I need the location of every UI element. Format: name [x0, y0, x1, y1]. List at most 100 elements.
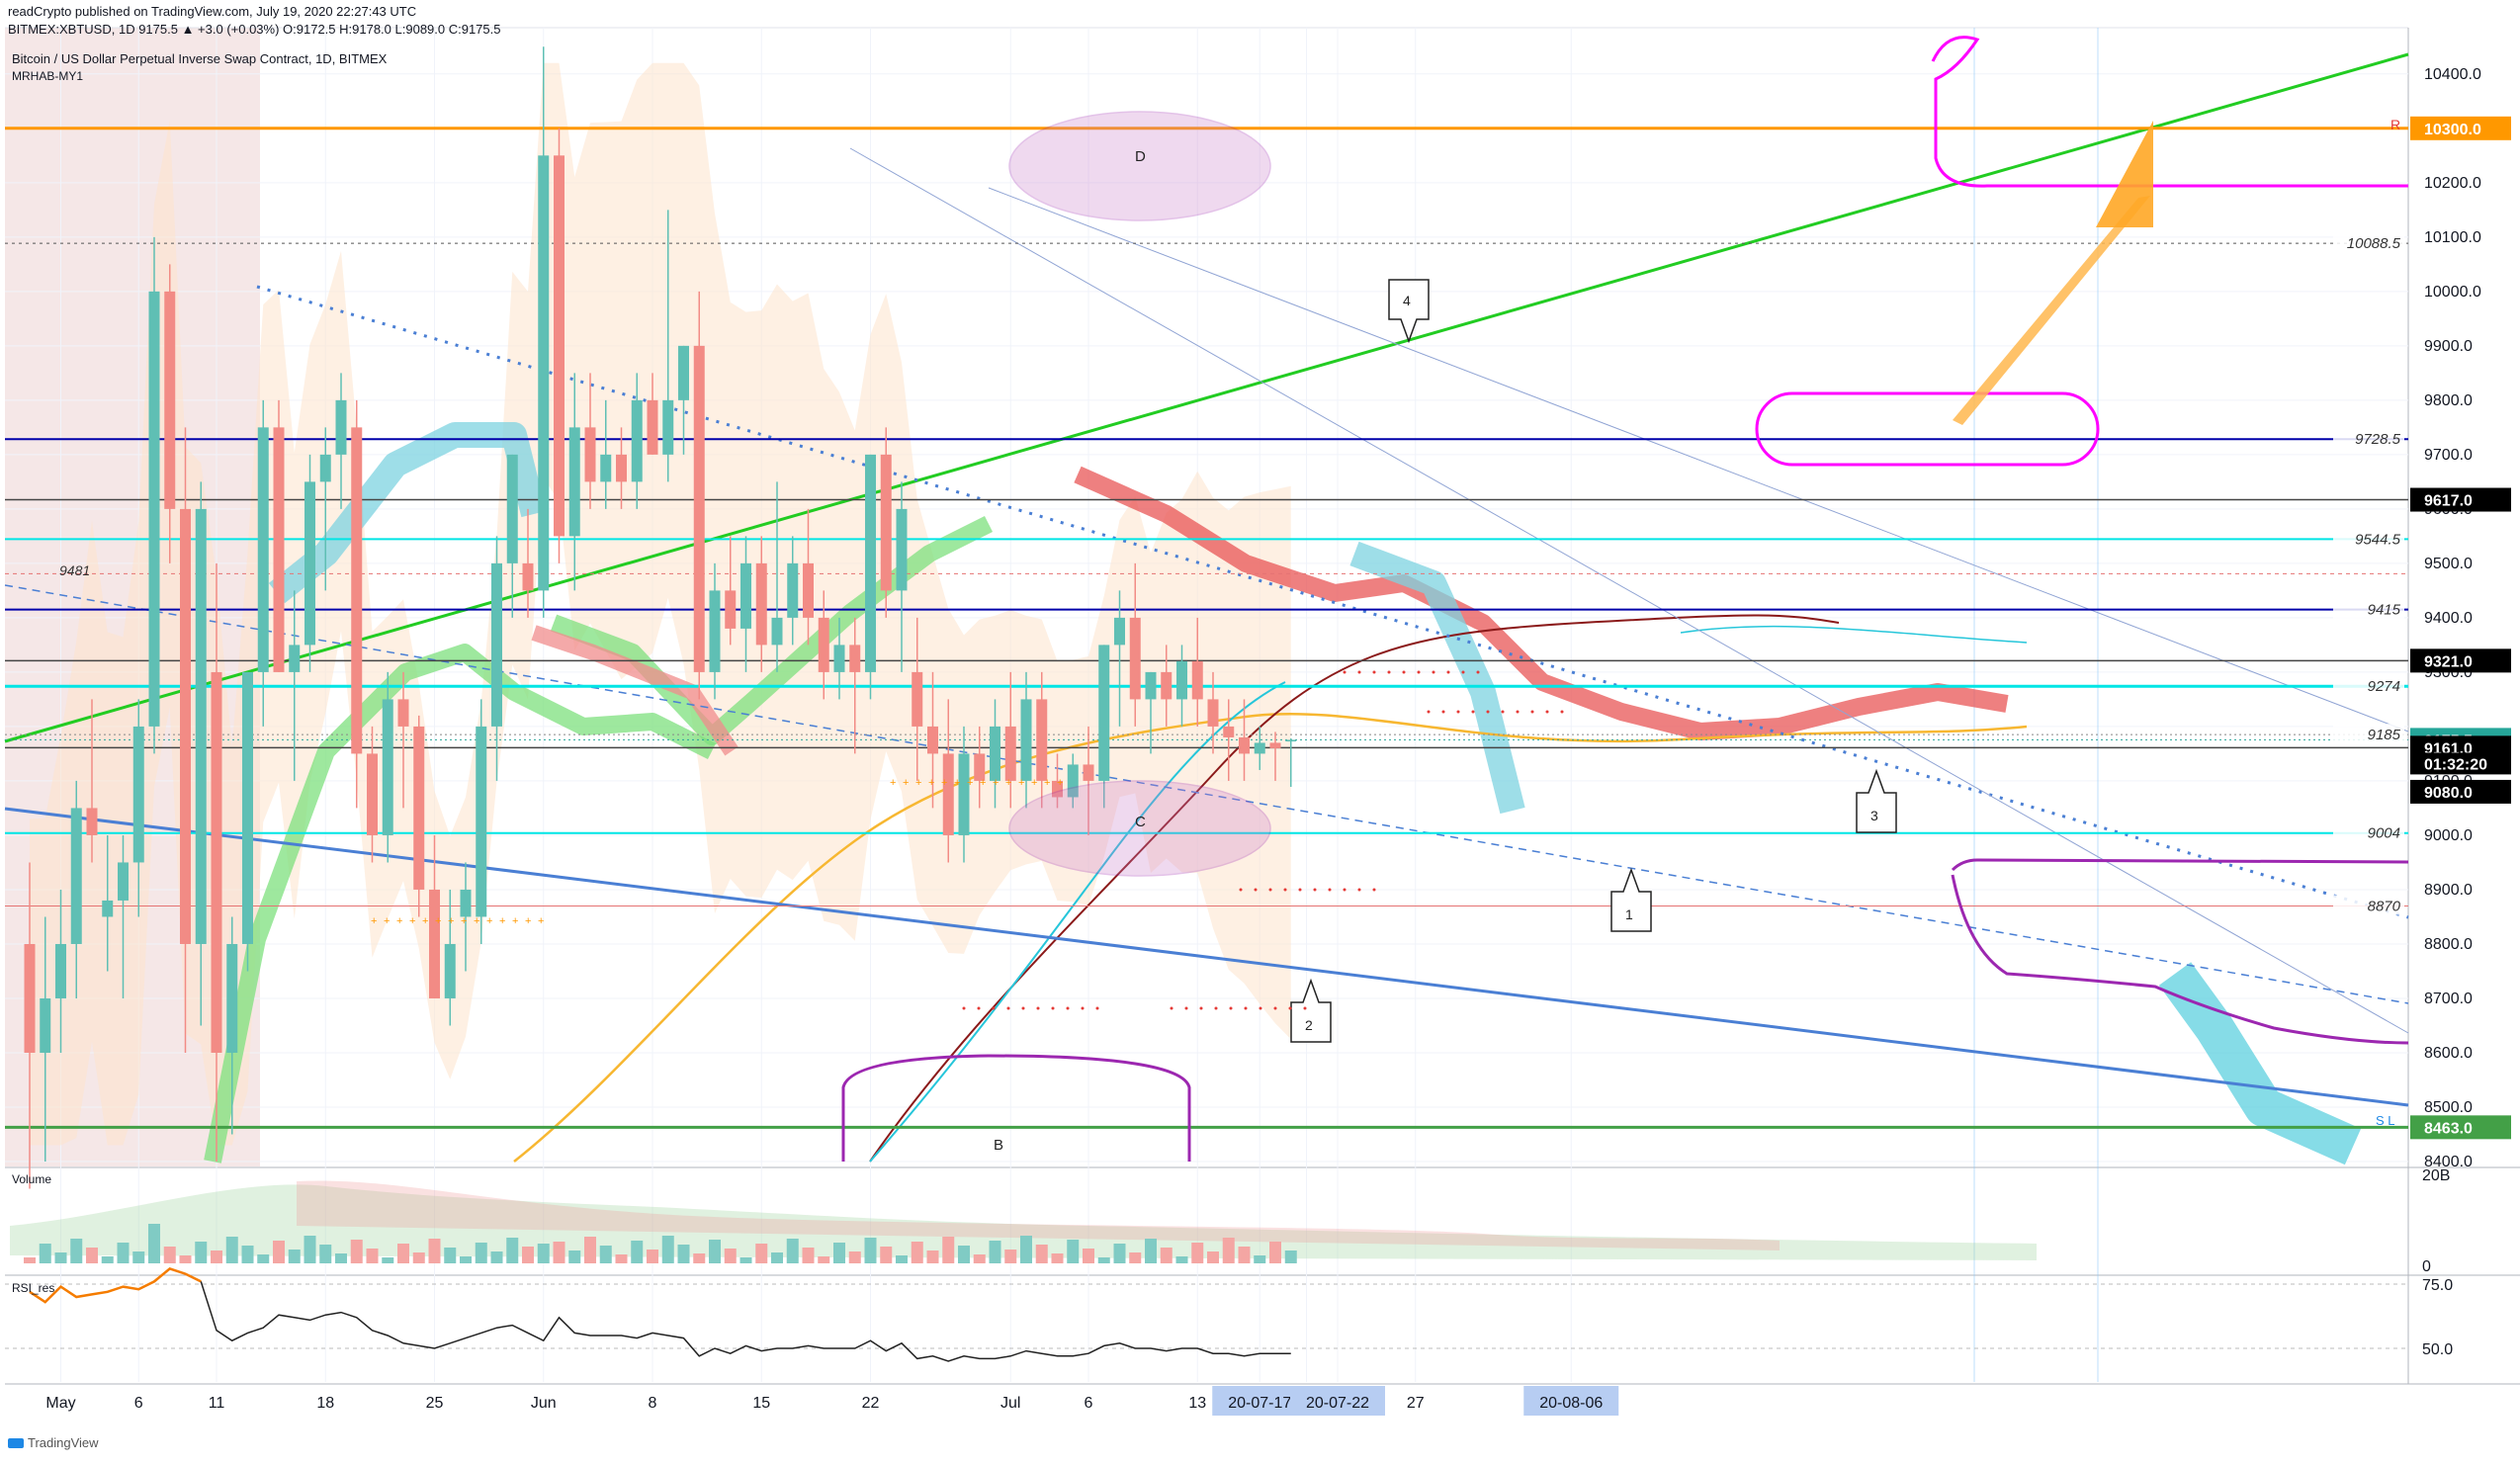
- volume-bar[interactable]: [350, 1240, 363, 1263]
- volume-bar[interactable]: [241, 1246, 254, 1263]
- volume-bar[interactable]: [537, 1244, 550, 1263]
- volume-bar[interactable]: [1004, 1250, 1017, 1263]
- candle-body[interactable]: [476, 726, 487, 917]
- candle-body[interactable]: [444, 943, 456, 998]
- volume-bar[interactable]: [848, 1251, 861, 1263]
- volume-bar[interactable]: [802, 1248, 815, 1263]
- volume-bar[interactable]: [428, 1239, 441, 1263]
- volume-bar[interactable]: [553, 1242, 565, 1263]
- volume-bar[interactable]: [24, 1257, 36, 1263]
- candle-body[interactable]: [304, 481, 315, 646]
- candle-body[interactable]: [180, 508, 191, 944]
- candle-body[interactable]: [55, 943, 66, 998]
- volume-bar[interactable]: [366, 1249, 379, 1263]
- volume-bar[interactable]: [1051, 1253, 1064, 1263]
- volume-bar[interactable]: [724, 1249, 737, 1263]
- candle-body[interactable]: [460, 889, 472, 917]
- volume-bar[interactable]: [304, 1236, 316, 1263]
- candle-body[interactable]: [942, 753, 954, 835]
- candle-body[interactable]: [226, 943, 238, 1053]
- volume-bar[interactable]: [677, 1245, 690, 1263]
- candle-body[interactable]: [912, 671, 923, 727]
- volume-bar[interactable]: [319, 1245, 332, 1263]
- candle-body[interactable]: [958, 753, 970, 835]
- candle-body[interactable]: [865, 454, 876, 672]
- volume-bar[interactable]: [1254, 1255, 1266, 1263]
- volume-bar[interactable]: [1191, 1243, 1204, 1263]
- candle-body[interactable]: [725, 590, 737, 629]
- volume-bar[interactable]: [273, 1241, 285, 1263]
- candle-body[interactable]: [662, 399, 674, 455]
- volume-bar[interactable]: [460, 1256, 472, 1263]
- volume-bar[interactable]: [132, 1251, 145, 1263]
- candle-body[interactable]: [896, 508, 908, 591]
- candle-body[interactable]: [367, 753, 378, 835]
- volume-bar[interactable]: [444, 1248, 457, 1263]
- volume-bar[interactable]: [1020, 1236, 1032, 1263]
- candle-body[interactable]: [818, 617, 829, 672]
- candle-body[interactable]: [1176, 660, 1187, 700]
- volume-bar[interactable]: [225, 1237, 238, 1263]
- candle-body[interactable]: [429, 889, 440, 998]
- candle-body[interactable]: [506, 454, 518, 563]
- candle-body[interactable]: [693, 345, 705, 672]
- candle-body[interactable]: [584, 427, 596, 482]
- candle-body[interactable]: [1223, 726, 1235, 737]
- candle-body[interactable]: [647, 399, 658, 455]
- candle-body[interactable]: [1098, 645, 1110, 781]
- volume-bar[interactable]: [647, 1250, 658, 1263]
- volume-bar[interactable]: [475, 1243, 487, 1263]
- volume-bar[interactable]: [599, 1246, 612, 1263]
- candle-body[interactable]: [491, 562, 502, 727]
- candle-body[interactable]: [102, 900, 114, 917]
- volume-bar[interactable]: [880, 1247, 893, 1263]
- candle-body[interactable]: [40, 997, 51, 1053]
- volume-bar[interactable]: [179, 1255, 192, 1263]
- candle-body[interactable]: [568, 427, 580, 537]
- candle-body[interactable]: [709, 590, 721, 672]
- volume-bar[interactable]: [86, 1248, 98, 1263]
- volume-bar[interactable]: [926, 1250, 939, 1263]
- candle-body[interactable]: [1145, 671, 1157, 700]
- volume-bar[interactable]: [1145, 1239, 1157, 1263]
- volume-bar[interactable]: [1175, 1256, 1188, 1263]
- volume-bar[interactable]: [1067, 1240, 1080, 1263]
- volume-bar[interactable]: [833, 1243, 845, 1263]
- volume-bar[interactable]: [412, 1252, 425, 1263]
- candle-body[interactable]: [990, 726, 1000, 781]
- volume-bar[interactable]: [211, 1250, 222, 1263]
- candle-body[interactable]: [1036, 699, 1048, 781]
- volume-bar[interactable]: [101, 1256, 114, 1263]
- candle-body[interactable]: [616, 454, 627, 482]
- volume-bar[interactable]: [39, 1244, 51, 1263]
- volume-bar[interactable]: [615, 1254, 628, 1263]
- candle-body[interactable]: [554, 155, 565, 537]
- volume-bar[interactable]: [506, 1238, 519, 1263]
- volume-bar[interactable]: [709, 1240, 721, 1263]
- candle-body[interactable]: [242, 671, 253, 944]
- candle-body[interactable]: [1083, 764, 1094, 781]
- volume-bar[interactable]: [958, 1246, 970, 1263]
- volume-bar[interactable]: [382, 1257, 394, 1263]
- volume-bar[interactable]: [257, 1254, 270, 1263]
- volume-bar[interactable]: [335, 1253, 347, 1263]
- candle-body[interactable]: [927, 726, 938, 754]
- volume-bar[interactable]: [1207, 1251, 1219, 1263]
- volume-bar[interactable]: [896, 1255, 908, 1263]
- candle-body[interactable]: [1052, 780, 1063, 798]
- candle-body[interactable]: [833, 645, 845, 672]
- volume-bar[interactable]: [288, 1250, 301, 1263]
- candle-body[interactable]: [1004, 726, 1016, 781]
- candle-body[interactable]: [1285, 739, 1297, 742]
- candle-body[interactable]: [351, 427, 363, 754]
- candle-body[interactable]: [771, 617, 783, 646]
- volume-bar[interactable]: [1035, 1245, 1048, 1263]
- candle-body[interactable]: [538, 155, 550, 591]
- candle-body[interactable]: [118, 862, 129, 901]
- candle-body[interactable]: [631, 399, 643, 482]
- volume-bar[interactable]: [1097, 1257, 1110, 1263]
- candle-body[interactable]: [974, 753, 986, 781]
- candle-body[interactable]: [164, 291, 176, 509]
